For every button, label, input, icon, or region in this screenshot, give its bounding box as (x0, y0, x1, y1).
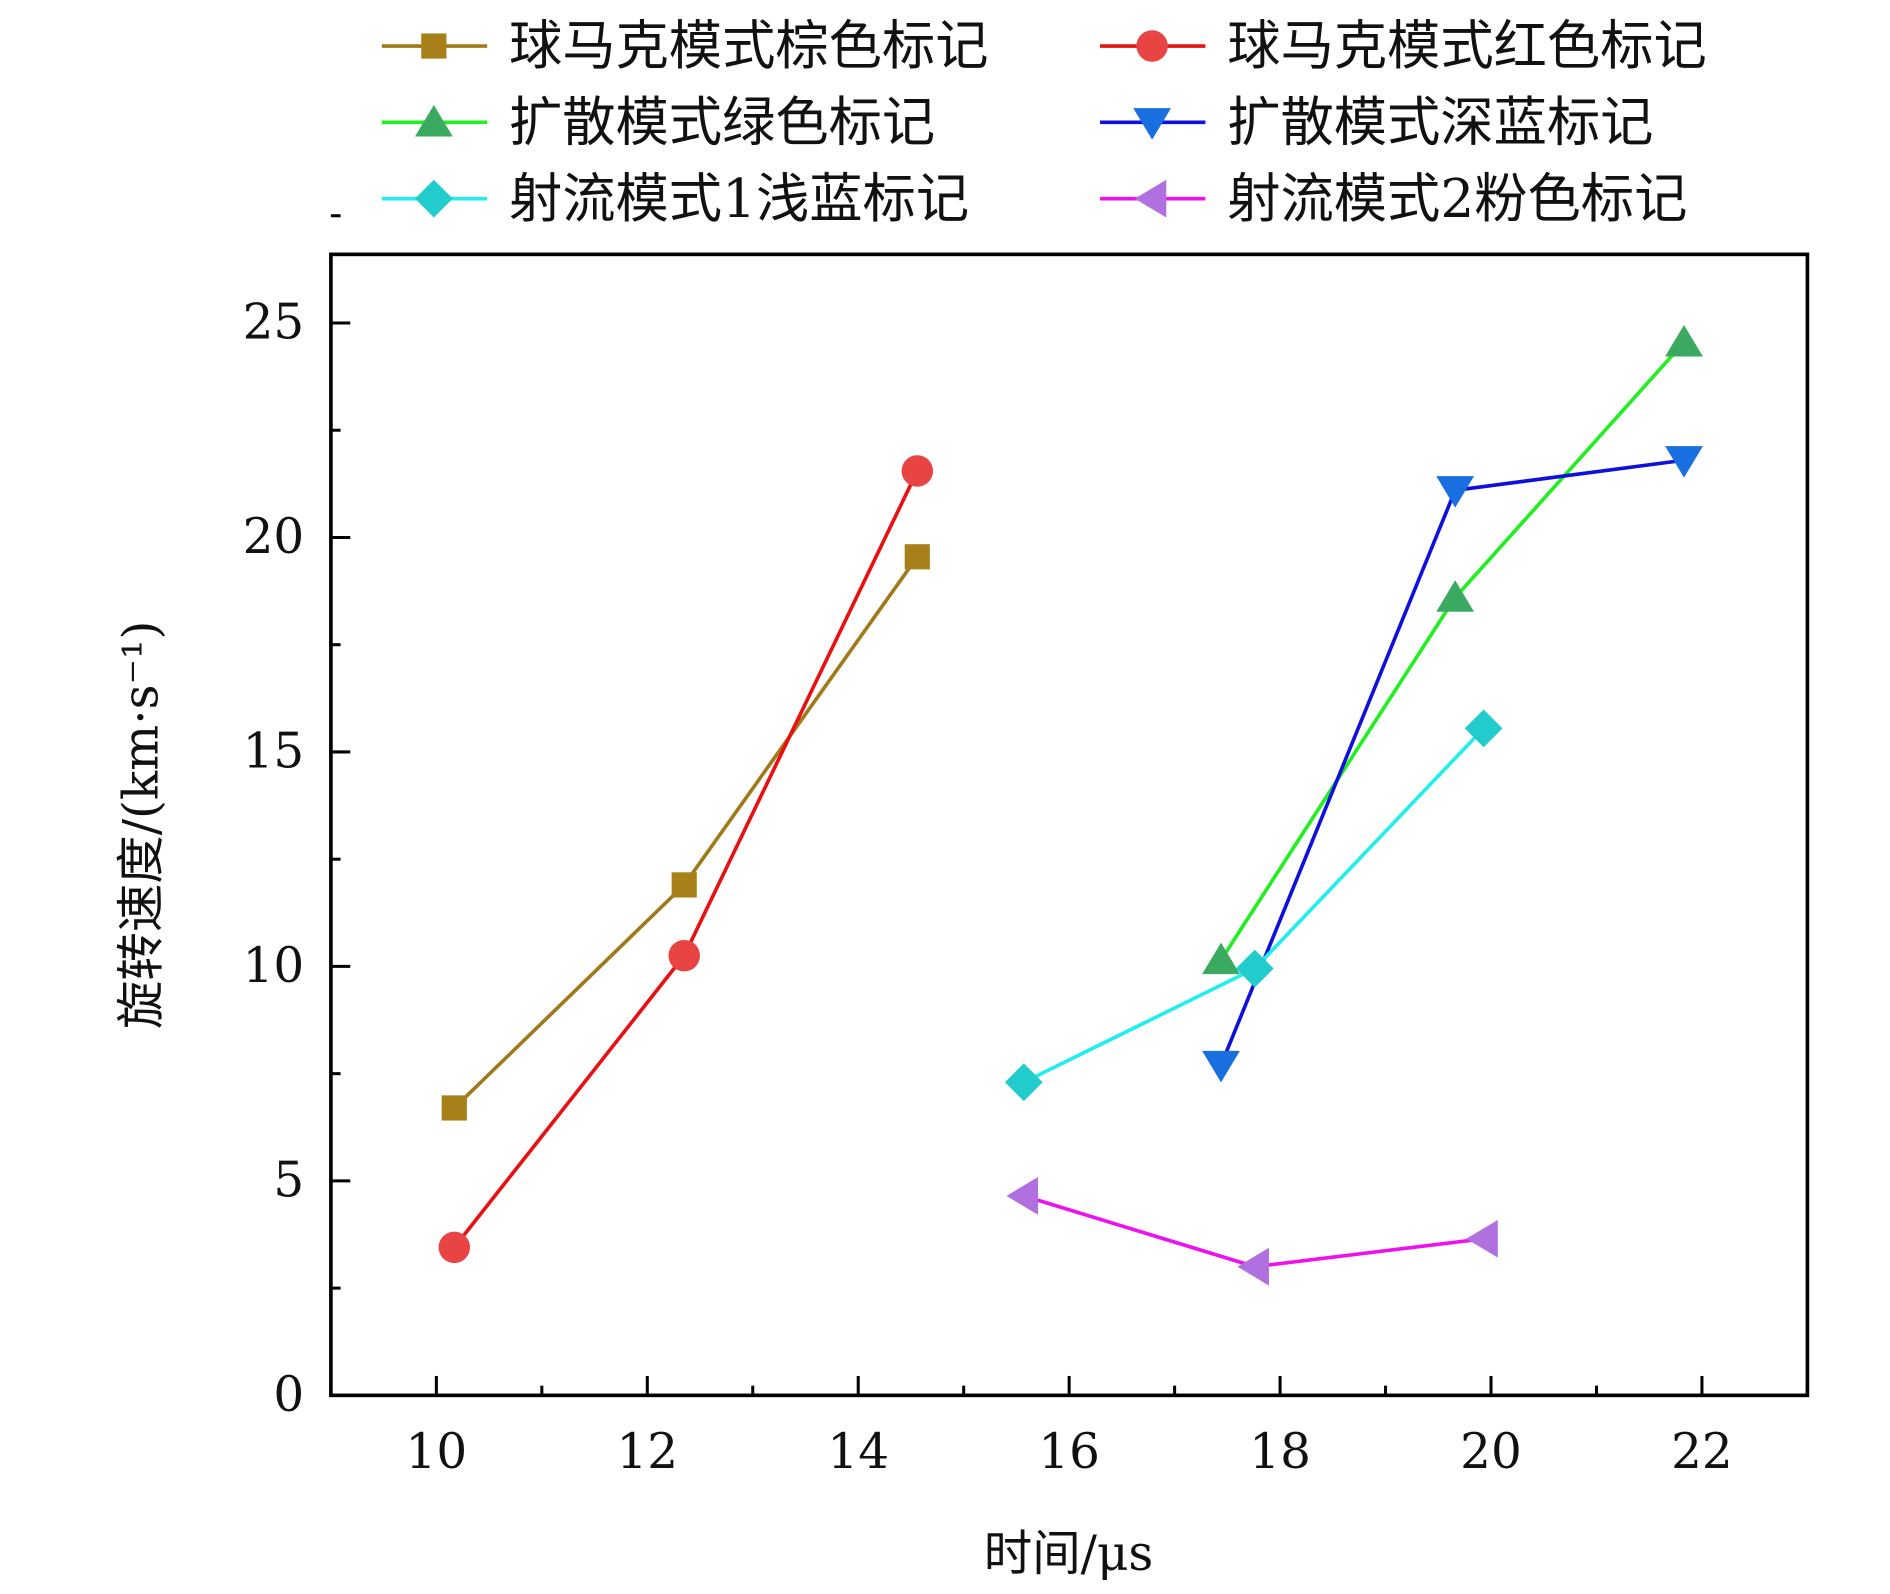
legend-label: 球马克模式棕色标记 (509, 15, 989, 77)
series-1 (441, 544, 930, 1121)
circle-marker (668, 939, 700, 972)
y-tick-label: 10 (243, 938, 305, 994)
legend-item: 扩散模式深蓝标记 (1100, 92, 1653, 154)
plot-frame (329, 252, 1810, 1398)
legend-item: 球马克模式红色标记 (1100, 15, 1707, 77)
series-5 (1004, 709, 1503, 1102)
axis-ticks: 10 12 14 16 18 20 22 0 5 10 15 20 25 (243, 214, 1809, 1480)
y-tick-label: 15 (243, 724, 305, 780)
x-tick-label: 14 (827, 1424, 889, 1480)
legend-label: 扩散模式深蓝标记 (1227, 92, 1653, 154)
series-line (1219, 341, 1686, 961)
series-line (452, 470, 919, 1249)
series-2 (438, 455, 934, 1264)
diamond-marker (1464, 709, 1503, 748)
legend-item: 扩散模式绿色标记 (381, 92, 935, 154)
square-marker (904, 544, 930, 570)
series-line (1023, 727, 1485, 1084)
series-line (453, 555, 919, 1110)
x-tick-label: 18 (1249, 1424, 1311, 1480)
triangle-down-marker (1202, 1050, 1240, 1083)
triangle-down-marker (1665, 446, 1703, 478)
x-tick-label: 16 (1038, 1424, 1100, 1480)
legend-label: 扩散模式绿色标记 (509, 92, 935, 154)
y-tick-label: 20 (243, 509, 305, 565)
series-group (438, 324, 1703, 1286)
legend-item: 射流模式2粉色标记 (1100, 168, 1687, 230)
triangle-left-marker (1466, 1219, 1498, 1258)
x-tick-label: 20 (1460, 1424, 1522, 1480)
triangle-left-marker (1006, 1177, 1038, 1215)
triangle-left-marker (1134, 179, 1167, 218)
triangle-up-marker (414, 105, 453, 137)
triangle-down-marker (1436, 476, 1475, 508)
y-tick-label: 25 (243, 295, 305, 351)
triangle-up-marker (1202, 942, 1240, 975)
series-3 (1202, 324, 1703, 975)
square-marker (671, 872, 697, 898)
y-tick-label: 5 (273, 1153, 304, 1209)
x-tick-label: 22 (1671, 1424, 1733, 1480)
y-tick-label: 0 (273, 1367, 304, 1423)
circle-marker (438, 1231, 471, 1264)
diamond-marker (1004, 1063, 1043, 1102)
series-line (1023, 1194, 1484, 1269)
series-6 (1006, 1177, 1498, 1286)
legend-label: 射流模式2粉色标记 (1227, 168, 1687, 230)
triangle-up-marker (1665, 324, 1703, 357)
y-axis-label: 旋转速度/(km·s⁻¹) (114, 621, 170, 1029)
circle-marker (901, 455, 934, 487)
x-tick-label: 10 (406, 1424, 468, 1480)
series-4 (1202, 446, 1703, 1083)
square-marker (441, 1095, 467, 1121)
triangle-up-marker (1436, 580, 1475, 612)
triangle-down-marker (1133, 108, 1172, 140)
diamond-marker (414, 179, 453, 218)
legend-label: 球马克模式红色标记 (1227, 15, 1707, 77)
x-tick-label: 12 (616, 1424, 678, 1480)
legend-label: 射流模式1浅蓝标记 (509, 168, 969, 230)
x-axis-label: 时间/μs (984, 1526, 1154, 1582)
square-marker (421, 33, 447, 59)
triangle-left-marker (1237, 1247, 1269, 1286)
legend-item: 射流模式1浅蓝标记 (381, 168, 969, 230)
circle-marker (1136, 30, 1168, 62)
legend-item: 球马克模式棕色标记 (381, 15, 989, 77)
